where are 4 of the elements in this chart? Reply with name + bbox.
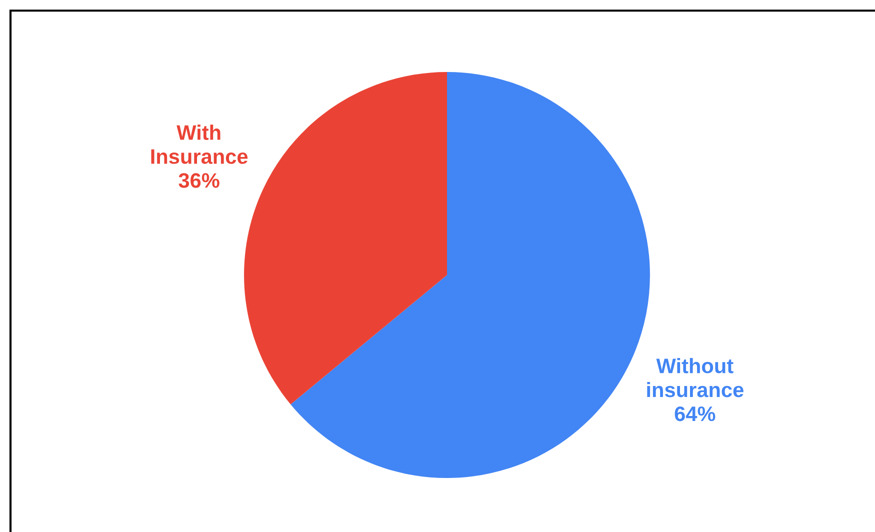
slice-label: Without insurance bbox=[647, 358, 744, 398]
data-label: 64% bbox=[674, 406, 716, 422]
data-label: 36% bbox=[178, 173, 220, 188]
slice-label: With Insurance bbox=[151, 124, 248, 164]
